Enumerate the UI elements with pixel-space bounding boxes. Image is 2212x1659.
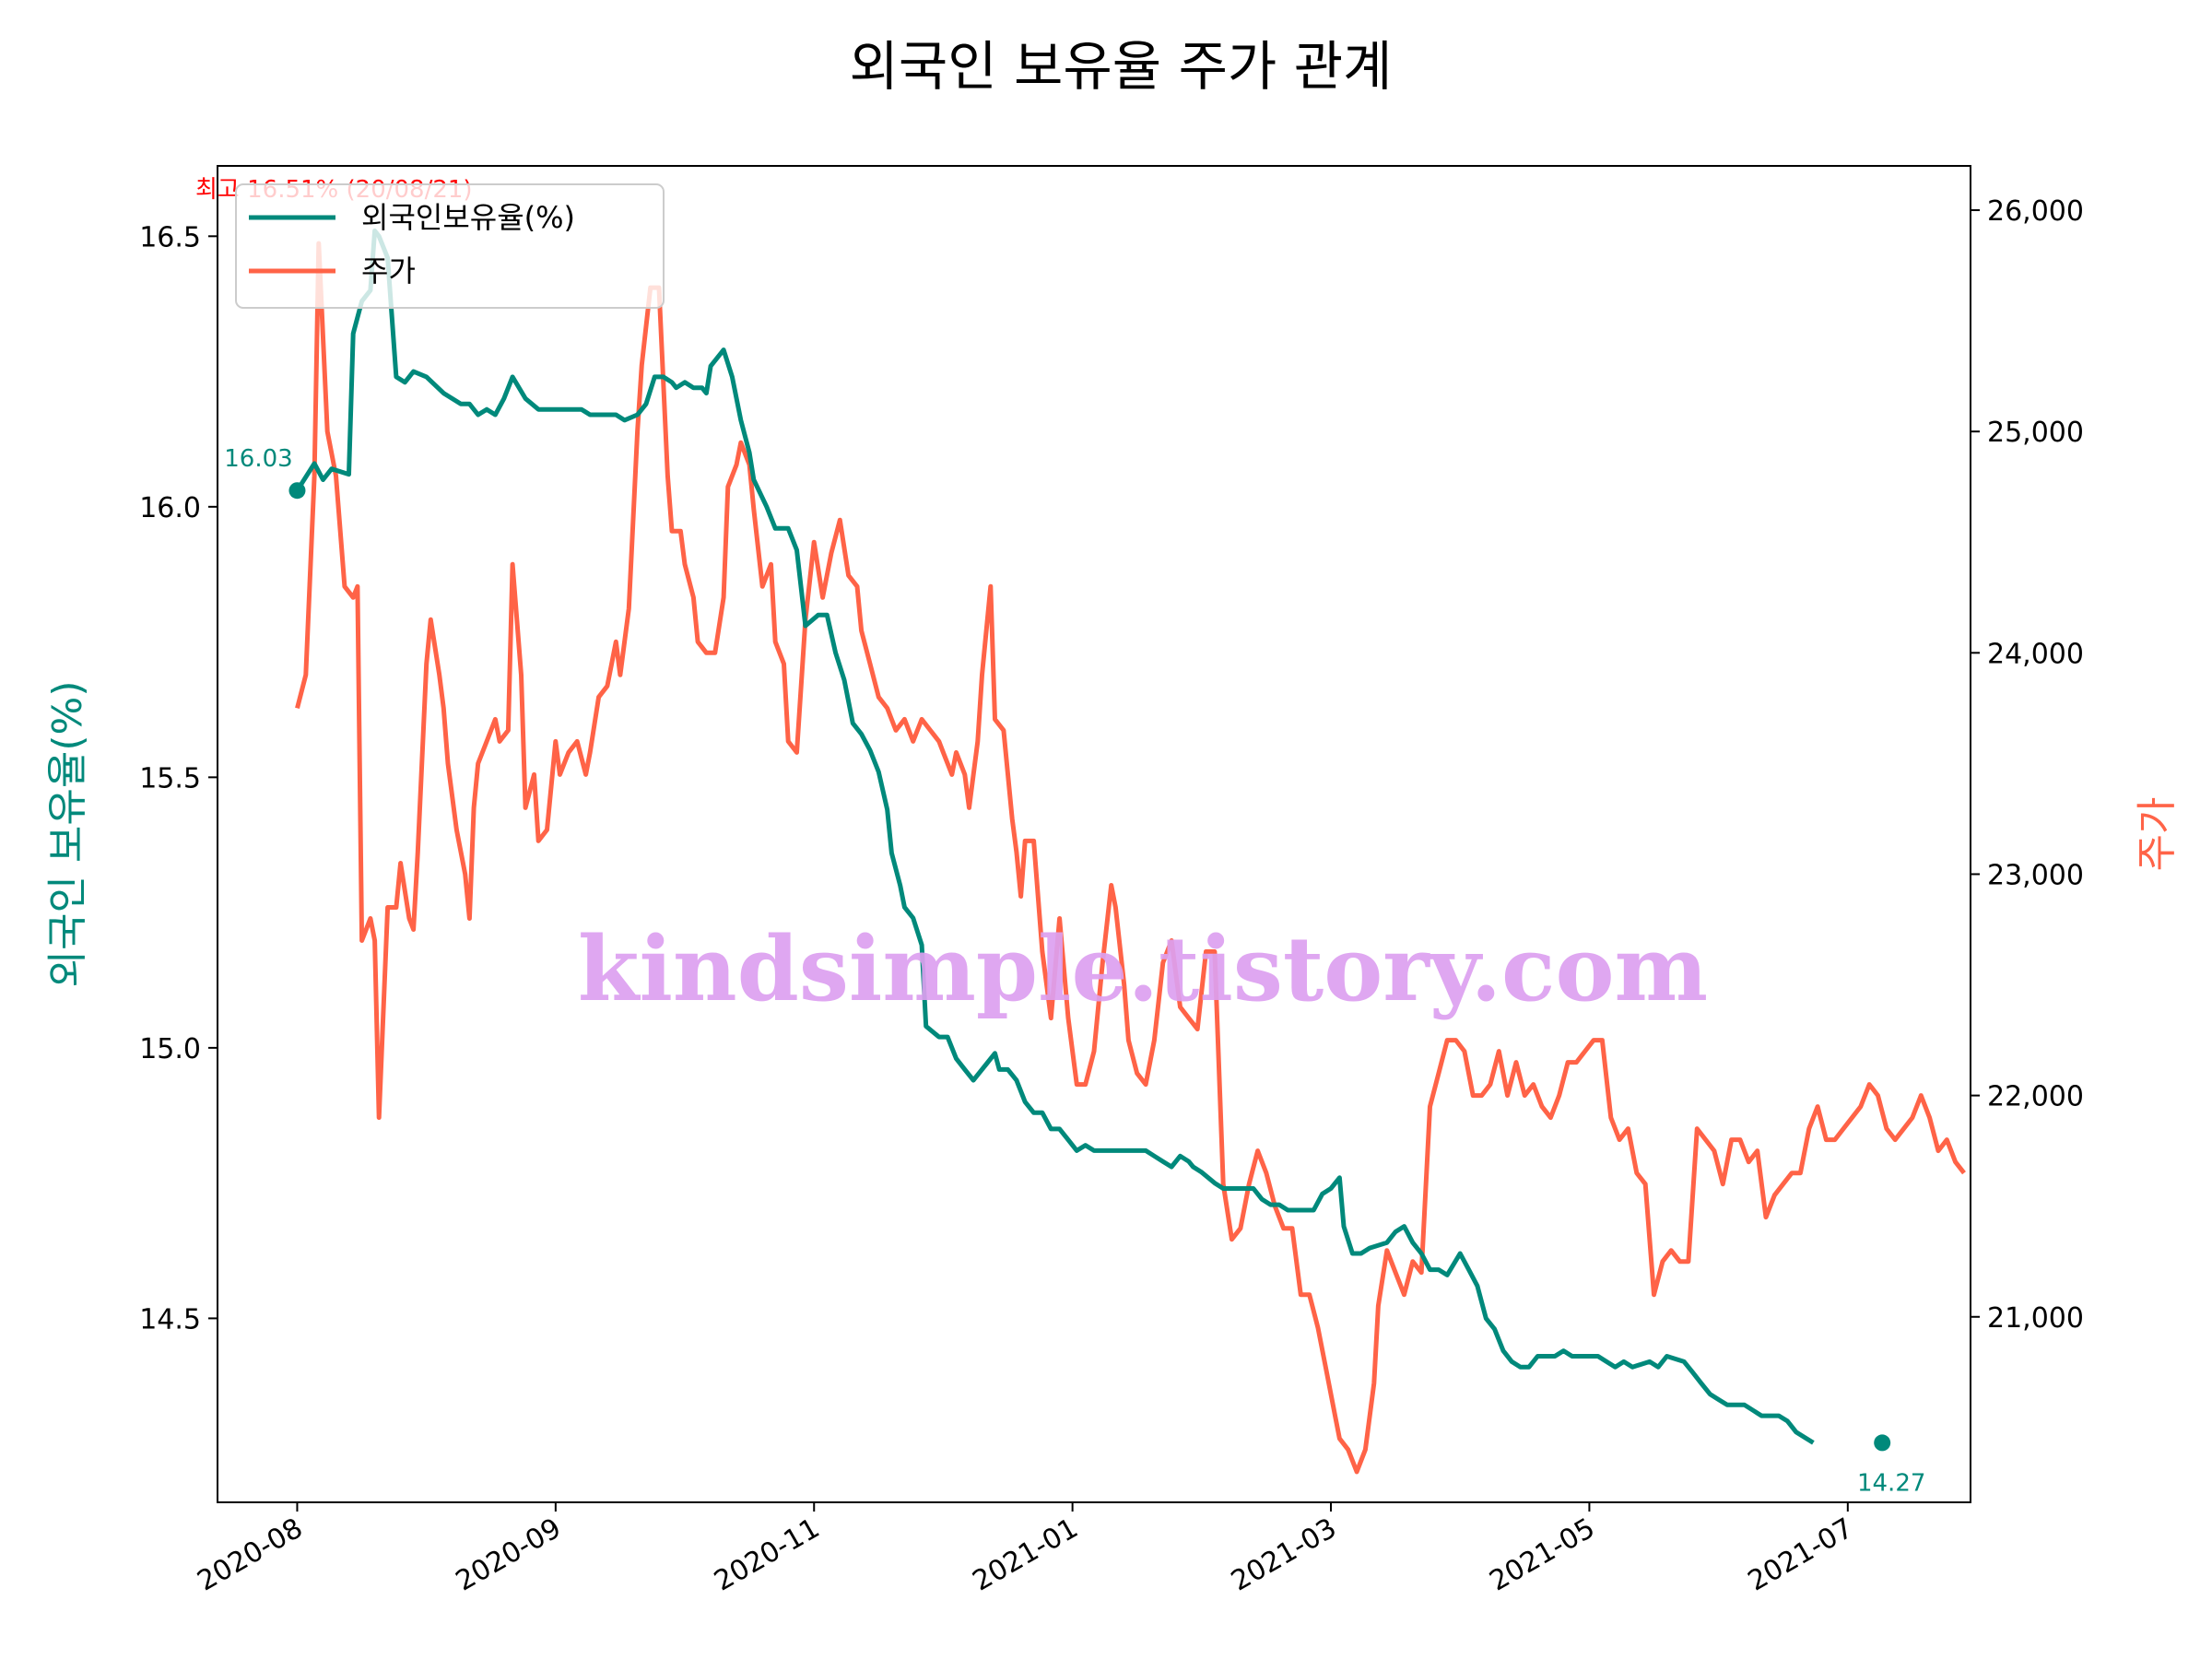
left-tick-label: 16.0 <box>139 492 201 524</box>
legend-label-price: 주가 <box>361 253 416 288</box>
x-axis: 2020-08 2020-09 2020-11 2021-01 2021-03 2021-… <box>192 1502 1859 1598</box>
right-tick-label: 22,000 <box>1987 1081 2084 1113</box>
right-axis-title: 주가 <box>2134 797 2181 872</box>
left-tick-label: 15.0 <box>139 1033 201 1065</box>
right-tick-label: 25,000 <box>1987 417 2084 449</box>
plot-area <box>217 165 1971 1503</box>
right-tick-label: 23,000 <box>1987 859 2084 891</box>
x-tick-label: 2021-01 <box>968 1512 1084 1598</box>
x-tick-label: 2021-05 <box>1484 1512 1600 1598</box>
plot-frame <box>217 165 1971 1503</box>
x-tick-label: 2020-11 <box>709 1512 825 1598</box>
price-series-line <box>295 241 1966 1475</box>
x-tick-label: 2021-07 <box>1743 1512 1859 1598</box>
left-tick-label: 14.5 <box>139 1303 201 1335</box>
chart-title: 외국인 보유율 주가 관계 <box>850 35 1393 98</box>
watermark: kindsimple.tistory.com <box>578 917 1708 1021</box>
legend-label-holding: 외국인보유율(%) <box>361 200 575 235</box>
x-tick-label: 2021-03 <box>1226 1512 1342 1598</box>
left-axis-title: 외국인 보유율(%) <box>44 680 91 987</box>
x-tick-label: 2020-08 <box>192 1512 308 1598</box>
start-point-marker <box>288 482 306 500</box>
end-value-label: 14.27 <box>1857 1469 1925 1497</box>
left-tick-label: 15.5 <box>139 762 201 794</box>
left-tick-label: 16.5 <box>139 221 201 253</box>
right-tick-label: 21,000 <box>1987 1302 2084 1335</box>
right-tick-label: 24,000 <box>1987 638 2084 670</box>
end-point-marker <box>1874 1434 1891 1452</box>
x-tick-label: 2020-09 <box>451 1512 567 1598</box>
right-tick-label: 26,000 <box>1987 195 2084 228</box>
left-y-axis: 14.5 15.0 15.5 16.0 16.5 <box>139 221 218 1335</box>
legend: 외국인보유율(%) 주가 <box>235 183 665 309</box>
start-value-label: 16.03 <box>224 445 292 473</box>
legend-box <box>235 183 665 309</box>
right-y-axis: 21,000 22,000 23,000 24,000 25,000 26,000 <box>1971 195 2084 1335</box>
holding-series-line <box>295 228 1815 1445</box>
